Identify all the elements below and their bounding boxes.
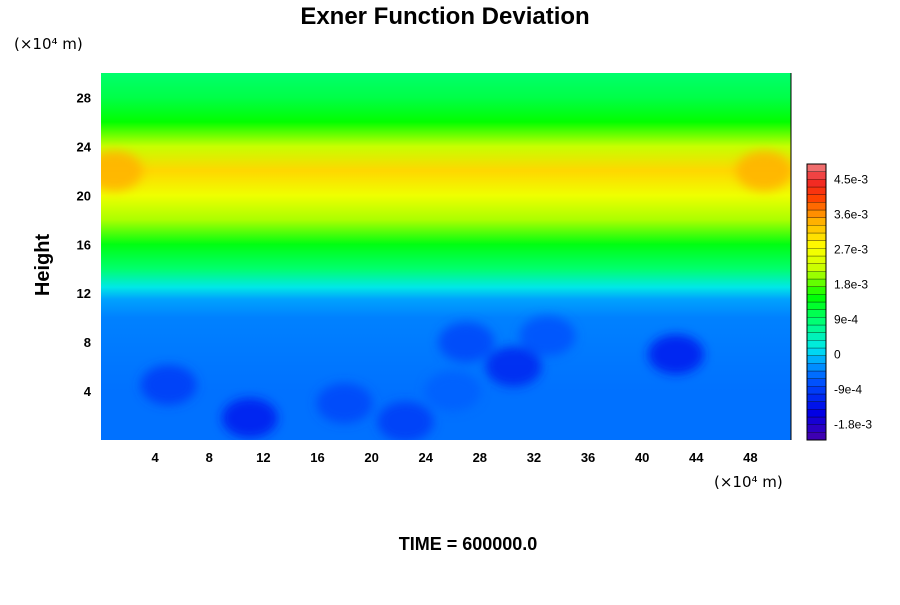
colorbar-band	[806, 416, 827, 425]
colorbar-tick-label: 4.5e-3	[834, 173, 868, 187]
colorbar-tick-label: 9e-4	[834, 312, 858, 326]
y-unit-label: (×10⁴ m)	[14, 35, 83, 53]
x-tick-label: 40	[635, 450, 649, 465]
field-anomaly	[485, 346, 542, 387]
y-tick-label: 20	[77, 188, 91, 203]
field-anomaly	[648, 334, 704, 375]
y-tick-label: 12	[77, 286, 91, 301]
x-tick-label: 32	[527, 450, 541, 465]
colorbar-frame	[806, 163, 827, 441]
y-tick-labels: 4 8 12 16 20 24 28	[77, 90, 92, 399]
y-tick-label: 16	[77, 237, 91, 252]
y-tick-label: 24	[77, 139, 92, 154]
colorbar-band	[806, 209, 827, 218]
colorbar-band	[806, 217, 827, 226]
x-tick-label: 8	[206, 450, 213, 465]
colorbar-band	[806, 393, 827, 402]
colorbar-band	[806, 171, 827, 180]
colorbar-tick-label: 3.6e-3	[834, 208, 868, 222]
field-anomaly	[438, 322, 495, 363]
field-anomaly	[316, 383, 373, 424]
colorbar-band	[806, 386, 827, 395]
colorbar-band	[806, 432, 827, 441]
colorbar-band	[806, 355, 827, 364]
colorbar-band	[806, 240, 827, 249]
colorbar-band	[806, 186, 827, 195]
y-tick-label: 4	[84, 384, 92, 399]
x-tick-label: 28	[473, 450, 487, 465]
colorbar-tick-label: 1.8e-3	[834, 278, 868, 292]
colorbar-band	[806, 324, 827, 333]
colorbar-band	[806, 163, 827, 172]
colorbar-band	[806, 309, 827, 318]
colorbar-band	[806, 194, 827, 203]
colorbar-band	[806, 332, 827, 341]
colorbar-band	[806, 363, 827, 372]
x-tick-label: 48	[743, 450, 757, 465]
colorbar-band	[806, 340, 827, 349]
colorbar-band	[806, 378, 827, 387]
colorbar-band	[806, 248, 827, 257]
colorbar-tick-label: -9e-4	[834, 382, 862, 396]
colorbar-band	[806, 271, 827, 280]
colorbar-tick-label: 0	[834, 347, 841, 361]
field-anomaly	[140, 364, 197, 405]
anomaly-layer	[101, 150, 791, 440]
colorbar-band	[806, 301, 827, 310]
colorbar-band	[806, 202, 827, 211]
x-tick-label: 44	[689, 450, 704, 465]
field-anomaly	[101, 150, 143, 191]
x-tick-label: 36	[581, 450, 595, 465]
y-tick-label: 8	[84, 335, 91, 350]
x-tick-label: 16	[310, 450, 324, 465]
colorbar-band	[806, 294, 827, 303]
x-tick-label: 20	[364, 450, 378, 465]
plot-area	[101, 73, 791, 440]
field-anomaly	[735, 150, 791, 191]
colorbar-band	[806, 225, 827, 234]
colorbar-band	[806, 424, 827, 433]
colorbar-band	[806, 409, 827, 418]
colorbar-tick-label: -1.8e-3	[834, 417, 872, 431]
colorbar-band	[806, 278, 827, 287]
colorbar-band	[806, 179, 827, 188]
colorbar-band	[806, 263, 827, 272]
colorbar-band	[806, 255, 827, 264]
colorbar-band	[806, 347, 827, 356]
colorbar-band	[806, 286, 827, 295]
y-tick-label: 28	[77, 90, 91, 105]
field-anomaly	[377, 401, 434, 440]
colorbar-tick-label: 2.7e-3	[834, 243, 868, 257]
x-unit-label: (×10⁴ m)	[714, 473, 783, 491]
x-tick-label: 12	[256, 450, 270, 465]
colorbar: 4.5e-3 3.6e-3 2.7e-3 1.8e-3 9e-4 0 -9e-4 -1.8e-…	[806, 163, 872, 441]
colorbar-band	[806, 370, 827, 379]
field-anomaly	[221, 397, 278, 438]
colorbar-band	[806, 232, 827, 241]
time-footer: TIME = 600000.0	[399, 534, 538, 554]
field-anomaly	[519, 316, 576, 357]
colorbar-band	[806, 401, 827, 410]
x-tick-label: 4	[152, 450, 160, 465]
y-axis-label: Height	[32, 234, 54, 297]
chart-title: Exner Function Deviation	[300, 3, 589, 30]
field-anomaly	[424, 371, 481, 412]
x-tick-labels: 4 8 12 16 20 24 28 32 36 40 44 48	[152, 450, 758, 465]
x-tick-label: 24	[418, 450, 433, 465]
colorbar-band	[806, 317, 827, 326]
